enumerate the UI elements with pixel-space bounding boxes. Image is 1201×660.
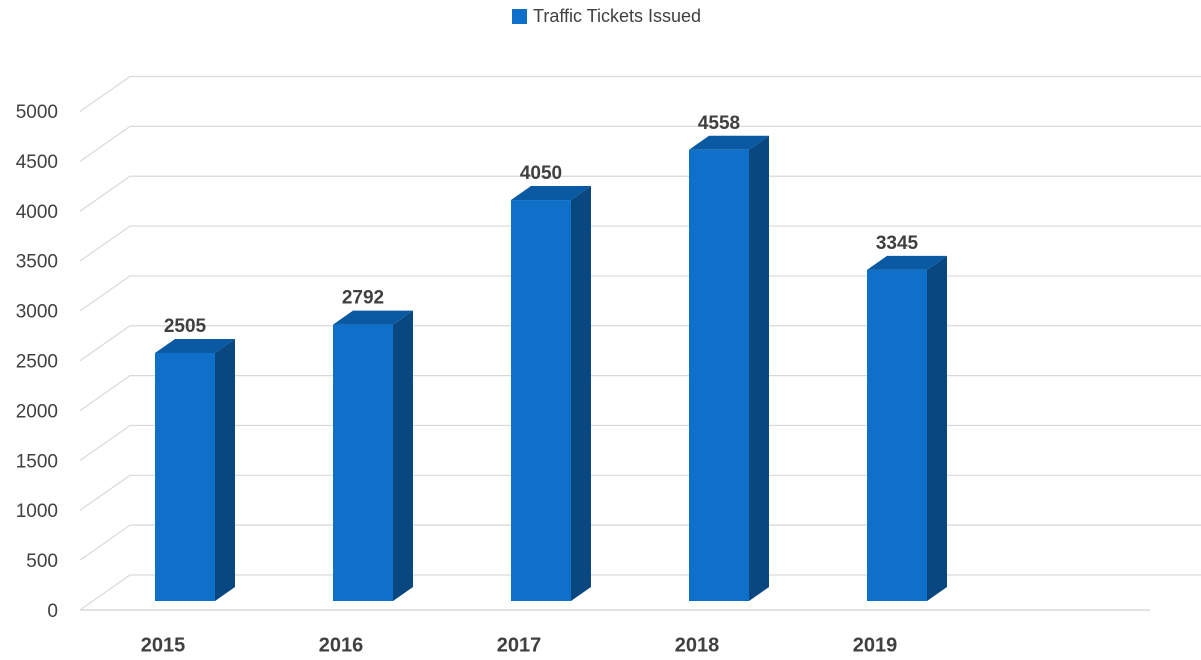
bar: [689, 149, 749, 601]
bar: [511, 200, 571, 602]
bar-side: [393, 310, 413, 601]
x-tick-label: 2017: [497, 634, 542, 656]
grid-line: [79, 474, 1201, 511]
y-tick-label: 500: [26, 551, 58, 572]
bar: [333, 324, 393, 601]
bar-side: [571, 186, 591, 602]
bar: [867, 269, 927, 601]
grid-line: [79, 524, 1201, 561]
y-tick-label: 2500: [16, 352, 58, 373]
x-tick-label: 2018: [675, 634, 720, 656]
bar-top: [511, 186, 591, 201]
value-label: 4558: [698, 113, 740, 134]
x-tick-label: 2015: [141, 634, 186, 656]
y-tick-label: 2000: [16, 401, 58, 422]
bar-side: [215, 339, 235, 601]
x-tick-label: 2016: [319, 634, 364, 656]
grid-line: [79, 375, 1201, 412]
y-tick-label: 3000: [16, 302, 58, 323]
y-tick-label: 0: [47, 601, 58, 622]
grid-line: [79, 75, 1201, 113]
grid-line: [79, 424, 1201, 461]
legend-swatch: [512, 9, 527, 24]
legend-label: Traffic Tickets Issued: [533, 6, 701, 26]
y-tick-label: 3500: [16, 252, 58, 273]
bar-top: [333, 310, 413, 325]
grid-line: [79, 125, 1201, 162]
bar: [155, 353, 215, 601]
value-label: 3345: [876, 233, 919, 254]
value-label: 2792: [342, 288, 384, 309]
bar-side: [927, 255, 947, 601]
bar-side: [749, 135, 769, 601]
y-tick-label: 1000: [16, 501, 58, 522]
y-tick-label: 1500: [16, 451, 58, 472]
bar-top: [867, 255, 947, 270]
value-label: 4050: [520, 163, 562, 184]
bar-top: [689, 135, 769, 150]
value-label: 2505: [164, 316, 207, 337]
y-tick-label: 4500: [16, 152, 58, 173]
grid-line: [79, 225, 1201, 262]
grid-line: [79, 175, 1201, 212]
grid-line: [79, 325, 1201, 362]
x-tick-label: 2019: [853, 634, 898, 656]
y-tick-label: 5000: [16, 102, 58, 123]
bar-top: [155, 339, 235, 354]
y-tick-label: 4000: [16, 202, 58, 223]
grid-line: [79, 574, 1201, 611]
grid-line: [79, 275, 1201, 312]
